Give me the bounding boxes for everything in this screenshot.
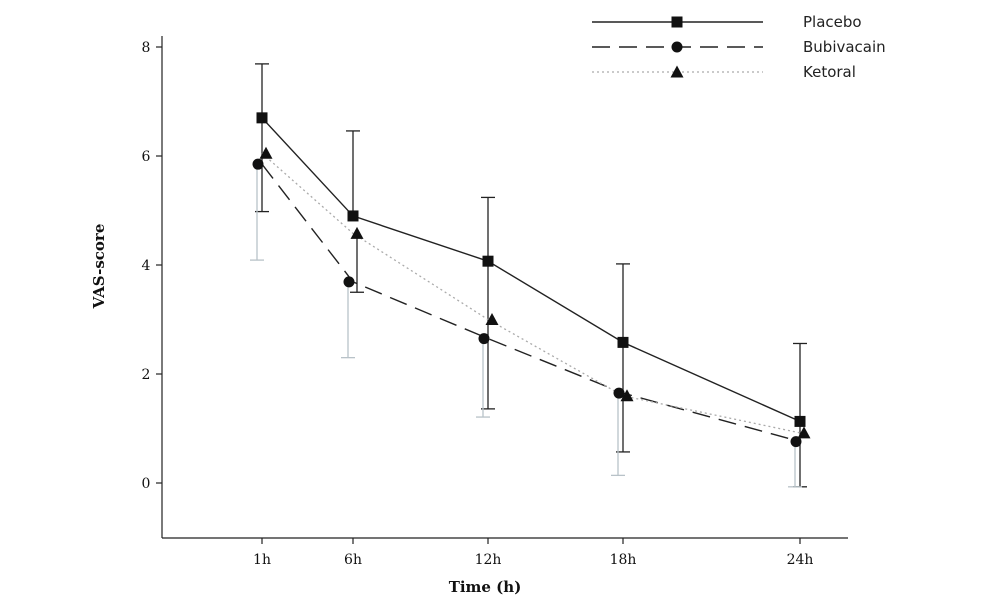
series-markers	[252, 112, 811, 448]
y-tick-label: 6	[142, 149, 151, 165]
series-line-ketoral	[261, 152, 801, 434]
data-point-bubivacain	[613, 387, 625, 399]
x-ticks: 1h 6h 12h 18h 24h	[253, 538, 813, 568]
legend-label-ketoral: Ketoral	[803, 63, 856, 81]
data-point-bubivacain	[343, 276, 355, 288]
data-point-placebo	[347, 210, 359, 222]
legend: Placebo Bubivacain Ketoral	[592, 13, 886, 81]
legend-label-placebo: Placebo	[803, 13, 862, 31]
data-point-ketoral	[620, 389, 634, 402]
data-point-bubivacain	[252, 158, 264, 170]
x-tick-label: 6h	[344, 552, 362, 568]
data-point-ketoral	[259, 146, 273, 159]
series-line-placebo	[261, 117, 801, 423]
y-tick-label: 4	[142, 258, 151, 274]
data-point-placebo	[256, 112, 268, 124]
data-point-placebo	[794, 415, 806, 427]
y-axis-title: VAS-score	[90, 224, 108, 310]
y-tick-label: 8	[142, 40, 151, 56]
data-point-ketoral	[350, 226, 364, 239]
y-tick-label: 2	[142, 367, 151, 383]
series-lines	[261, 117, 801, 443]
x-tick-label: 18h	[610, 552, 637, 568]
legend-marker-bubivacain	[671, 41, 683, 53]
legend-label-bubivacain: Bubivacain	[803, 38, 886, 56]
data-point-placebo	[482, 255, 494, 267]
error-bars	[250, 63, 807, 488]
x-axis-title: Time (h)	[449, 578, 522, 596]
series-line-bubivacain	[261, 163, 801, 443]
legend-marker-placebo	[671, 16, 683, 28]
x-tick-label: 24h	[787, 552, 814, 568]
legend-marker-ketoral	[670, 65, 684, 78]
x-tick-label: 12h	[475, 552, 502, 568]
data-point-bubivacain	[790, 436, 802, 448]
axes	[161, 36, 848, 539]
y-ticks: 0 2 4 6 8	[142, 40, 162, 492]
data-point-bubivacain	[478, 333, 490, 345]
x-tick-label: 1h	[253, 552, 271, 568]
y-tick-label: 0	[142, 476, 151, 492]
data-point-ketoral	[485, 313, 499, 325]
data-point-ketoral	[797, 426, 811, 439]
data-point-placebo	[617, 336, 629, 348]
